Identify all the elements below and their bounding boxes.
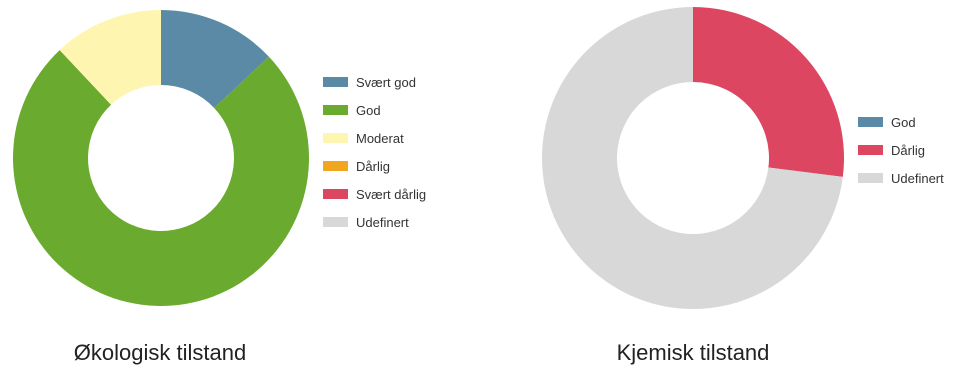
slice-darlig — [693, 7, 844, 177]
legend-label-darlig: Dårlig — [891, 143, 925, 158]
legend-swatch-god — [858, 117, 883, 127]
legend-okologisk: Svært god God Moderat Dårlig Svært dårlig Ude… — [323, 75, 426, 230]
legend-item-svaert-darlig: Svært dårlig — [323, 187, 426, 202]
legend-label-god: God — [891, 115, 916, 130]
legend-item-darlig: Dårlig — [323, 159, 390, 174]
legend-label-udefinert: Udefinert — [891, 171, 944, 186]
slice-moderat — [59, 10, 161, 105]
chart-title-kjemisk: Kjemisk tilstand — [617, 340, 770, 365]
legend-swatch-darlig — [858, 145, 883, 155]
legend-swatch-svaert-darlig — [323, 189, 348, 199]
legend-swatch-svaert-god — [323, 77, 348, 87]
legend-label-svaert-darlig: Svært dårlig — [356, 187, 426, 202]
legend-swatch-darlig — [323, 161, 348, 171]
chart-okologisk: Svært god God Moderat Dårlig Svært dårlig Ude… — [13, 10, 426, 365]
legend-label-udefinert: Udefinert — [356, 215, 409, 230]
chart-title-okologisk: Økologisk tilstand — [74, 340, 246, 365]
legend-swatch-god — [323, 105, 348, 115]
legend-label-god: God — [356, 103, 381, 118]
donut-kjemisk — [542, 7, 844, 310]
chart-kjemisk: God Dårlig Udefinert Kjemisk tilstand — [542, 7, 944, 365]
legend-item-god: God — [323, 103, 381, 118]
legend-item-udefinert: Udefinert — [858, 171, 944, 186]
legend-item-udefinert: Udefinert — [323, 215, 409, 230]
slice-god — [13, 50, 310, 307]
donut-okologisk — [13, 10, 310, 307]
legend-label-svaert-god: Svært god — [356, 75, 416, 90]
legend-item-svaert-god: Svært god — [323, 75, 416, 90]
legend-swatch-udefinert — [858, 173, 883, 183]
slice-udefinert — [542, 7, 843, 310]
legend-swatch-moderat — [323, 133, 348, 143]
legend-item-darlig: Dårlig — [858, 143, 925, 158]
legend-item-moderat: Moderat — [323, 131, 404, 146]
slice-svaert-god — [161, 10, 269, 109]
legend-label-darlig: Dårlig — [356, 159, 390, 174]
legend-label-moderat: Moderat — [356, 131, 404, 146]
legend-swatch-udefinert — [323, 217, 348, 227]
legend-item-god: God — [858, 115, 916, 130]
legend-kjemisk: God Dårlig Udefinert — [858, 115, 944, 186]
